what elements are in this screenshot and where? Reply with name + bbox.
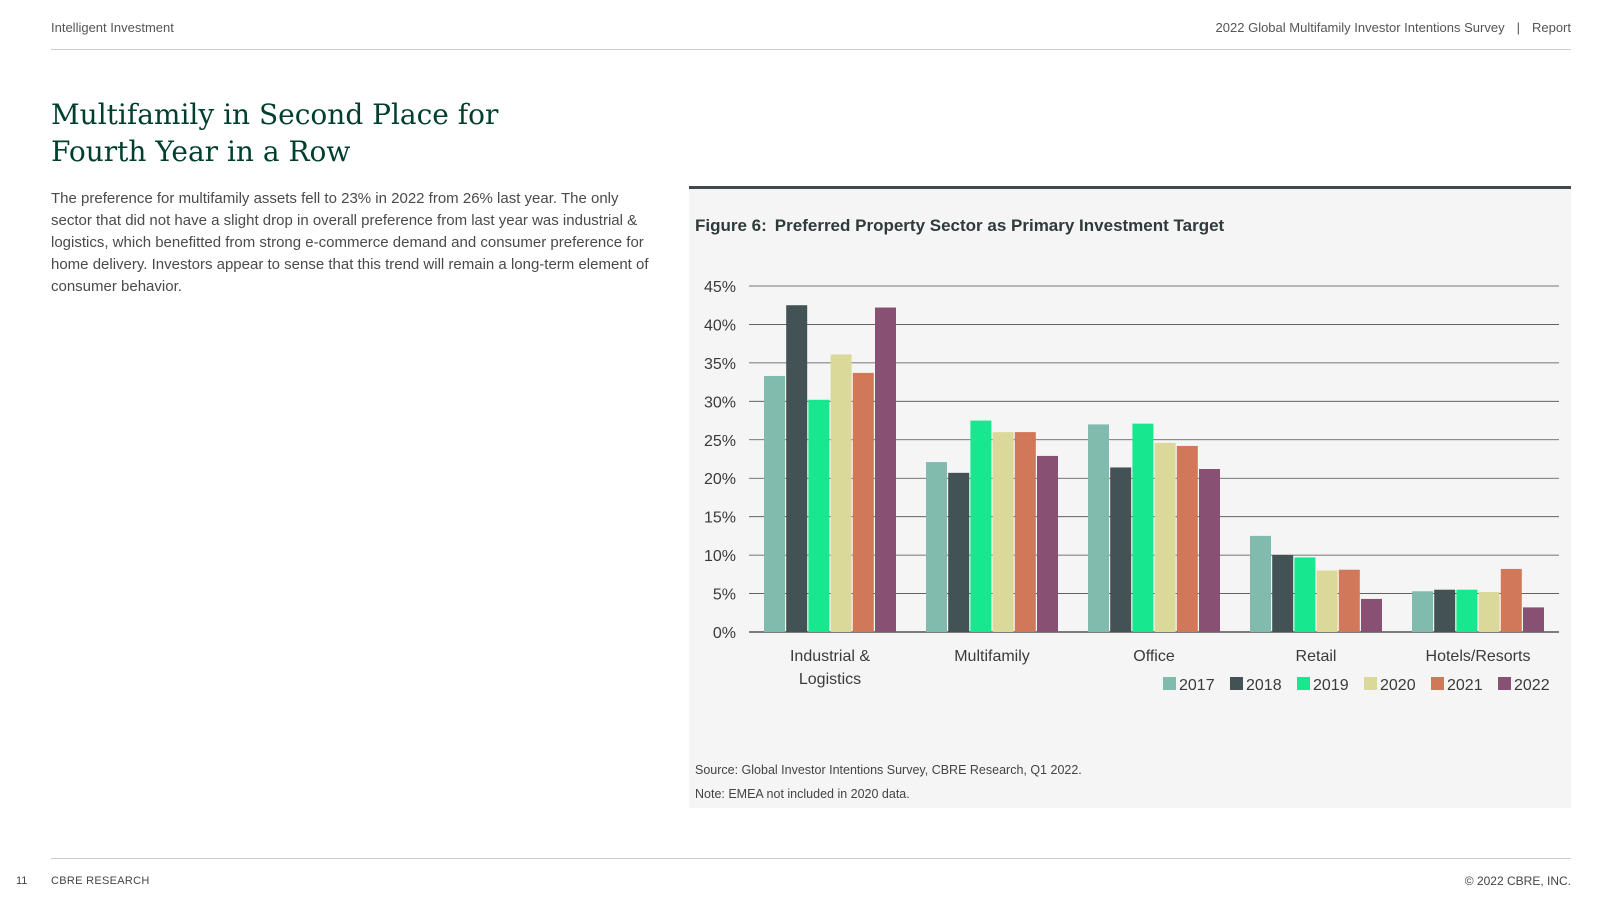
legend-label-2022: 2022 [1514, 677, 1550, 694]
bar-2019 [1456, 589, 1478, 632]
x-category-label: Retail [1296, 648, 1337, 665]
bar-2021 [1176, 445, 1198, 632]
legend-label-2017: 2017 [1179, 677, 1215, 694]
figure-number: Figure 6: [695, 216, 767, 235]
bar-2018 [1434, 589, 1456, 632]
bar-2018 [1110, 467, 1132, 632]
figure-note: Note: EMEA not included in 2020 data. [695, 787, 910, 801]
bar-2020 [992, 432, 1014, 632]
figure-title-text: Preferred Property Sector as Primary Inv… [774, 216, 1225, 235]
bar-chart: 0% 5% 10% 15% 20% 25% 30% 35% 40% 45% Industrial &… [704, 279, 1559, 694]
header-divider [51, 49, 1571, 50]
bar-2018 [948, 472, 970, 632]
bar-2021 [1014, 432, 1036, 632]
y-tick-label: 15% [704, 510, 736, 527]
footer-divider [51, 858, 1571, 859]
y-tick-label: 45% [704, 279, 736, 296]
legend-label-2018: 2018 [1246, 677, 1282, 694]
legend-swatch-2020 [1364, 677, 1377, 690]
bar-2019 [1132, 423, 1154, 632]
body-paragraph: The preference for multifamily assets fe… [51, 190, 649, 295]
legend-swatch-2021 [1431, 677, 1444, 690]
header-report-label: Report [1531, 20, 1571, 35]
bar-2022 [1037, 455, 1058, 632]
bar-2018 [1272, 555, 1294, 632]
bar-2019 [1294, 557, 1316, 632]
y-tick-label: 40% [704, 317, 736, 334]
bar-2019 [808, 399, 830, 632]
y-tick-label: 5% [713, 587, 736, 604]
bar-2021 [1338, 569, 1360, 632]
figure-title: Figure 6: Preferred Property Sector as Pr… [695, 216, 1232, 236]
legend-label-2020: 2020 [1380, 677, 1416, 694]
bar-2022 [1523, 607, 1544, 632]
x-category-label: Hotels/Resorts [1426, 648, 1531, 665]
x-category-label: Industrial & Logistics [790, 648, 870, 688]
bar-2020 [1154, 442, 1176, 632]
bar-2017 [764, 375, 785, 632]
bar-2020 [1478, 592, 1500, 632]
bar-2018 [786, 305, 808, 632]
page-title-line-2: Fourth Year in a Row [51, 135, 351, 168]
y-tick-label: 30% [704, 394, 736, 411]
bar-2022 [1361, 598, 1382, 632]
header-section-label: Intelligent Investment [51, 20, 174, 35]
y-tick-label: 0% [713, 625, 736, 642]
legend-swatch-2017 [1163, 677, 1176, 690]
bar-2020 [1316, 570, 1338, 632]
bar-2019 [970, 420, 992, 632]
bar-2017 [926, 462, 947, 632]
bar-2021 [1500, 568, 1522, 632]
bar-2021 [852, 372, 874, 632]
footer-copyright: © 2022 CBRE, INC. [1464, 874, 1571, 888]
bar-2020 [830, 354, 852, 632]
header-report-title: 2022 Global Multifamily Investor Intenti… [1216, 20, 1571, 35]
y-tick-label: 25% [704, 433, 736, 450]
page-title: Multifamily in Second Place for Fourth Y… [51, 96, 571, 170]
legend-label-2021: 2021 [1447, 677, 1483, 694]
bar-2022 [1199, 468, 1220, 632]
legend-swatch-2019 [1297, 677, 1310, 690]
legend-label-2019: 2019 [1313, 677, 1349, 694]
page-title-line-1: Multifamily in Second Place for [51, 98, 499, 131]
x-category-label: Multifamily [954, 648, 1030, 665]
footer-brand: CBRE RESEARCH [51, 875, 150, 887]
y-tick-label: 35% [704, 356, 736, 373]
legend-swatch-2022 [1498, 677, 1511, 690]
legend-swatch-2018 [1230, 677, 1243, 690]
header-separator: | [1516, 20, 1520, 35]
y-tick-label: 10% [704, 548, 736, 565]
bar-2017 [1412, 591, 1433, 632]
x-category-label: Office [1133, 648, 1175, 665]
header-survey-title: 2022 Global Multifamily Investor Intenti… [1215, 20, 1505, 35]
bar-2017 [1250, 535, 1271, 632]
page-number: 11 [16, 875, 28, 887]
figure-source: Source: Global Investor Intentions Surve… [695, 763, 1082, 777]
y-tick-label: 20% [704, 471, 736, 488]
bar-2017 [1088, 424, 1109, 632]
bar-2022 [875, 307, 896, 632]
